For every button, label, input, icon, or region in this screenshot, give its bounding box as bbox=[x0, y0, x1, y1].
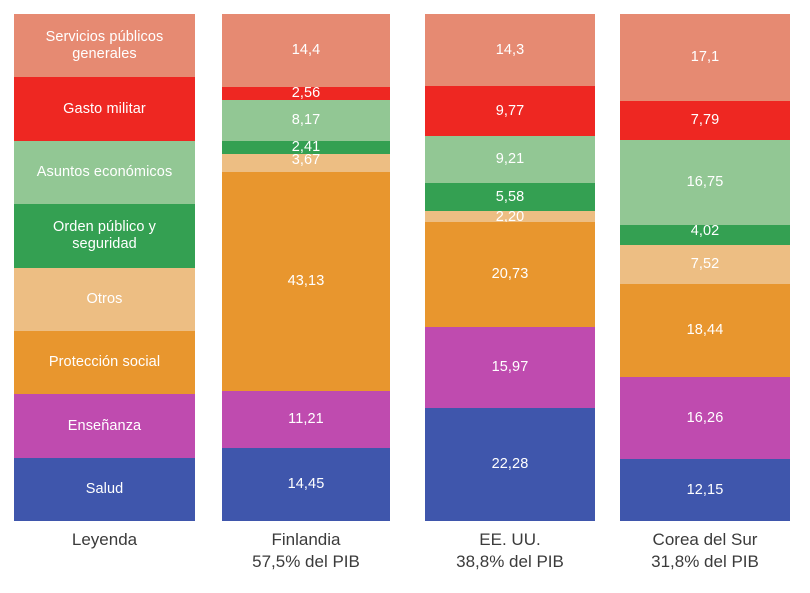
legend-item-salud[interactable]: Salud bbox=[14, 457, 195, 521]
bar-segment-ee-uu-asuntos-economicos[interactable]: 9,21 bbox=[425, 135, 595, 183]
legend-item-orden-publico-y-seguridad[interactable]: Orden público y seguridad bbox=[14, 204, 195, 268]
legend-item-ensenanza[interactable]: Enseñanza bbox=[14, 394, 195, 458]
legend-item-label: Servicios públicos generales bbox=[45, 29, 164, 62]
axis-label-finlandia: Finlandia 57,5% del PIB bbox=[252, 530, 360, 572]
bar-segment-value: 20,73 bbox=[491, 266, 529, 283]
bar-segment-value: 14,45 bbox=[287, 476, 325, 493]
legend-item-gasto-militar[interactable]: Gasto militar bbox=[14, 77, 195, 141]
axis-label-corea-del-sur: Corea del Sur 31,8% del PIB bbox=[651, 530, 759, 572]
bar-segment-corea-del-sur-servicios-publicos-generales[interactable]: 17,1 bbox=[620, 14, 790, 101]
bar-segment-value: 12,15 bbox=[686, 481, 724, 498]
bar-segment-value: 2,20 bbox=[495, 208, 525, 225]
bar-segment-corea-del-sur-orden-publico-y-seguridad[interactable]: 4,02 bbox=[620, 223, 790, 246]
bar-segment-corea-del-sur-ensenanza[interactable]: 16,26 bbox=[620, 376, 790, 460]
legend-item-label: Orden público y seguridad bbox=[52, 219, 157, 252]
bar-segment-value: 16,75 bbox=[686, 174, 724, 191]
legend-column: Servicios públicos generales Gasto milita… bbox=[14, 14, 195, 521]
bar-segment-finlandia-proteccion-social[interactable]: 43,13 bbox=[222, 172, 390, 391]
bar-segment-value: 3,67 bbox=[291, 151, 321, 168]
legend-item-asuntos-economicos[interactable]: Asuntos económicos bbox=[14, 140, 195, 205]
bar-segment-ee-uu-gasto-militar[interactable]: 9,77 bbox=[425, 86, 595, 136]
bar-segment-value: 43,13 bbox=[287, 273, 325, 290]
bar-segment-value: 14,3 bbox=[495, 41, 525, 58]
bar-segment-corea-del-sur-proteccion-social[interactable]: 18,44 bbox=[620, 283, 790, 377]
bar-column-corea-del-sur: 17,1 7,79 16,75 4,02 7,52 18,44 16,26 12,15 bbox=[620, 14, 790, 521]
bar-column-finlandia: 14,4 2,56 8,17 2,41 3,67 43,13 11,21 14,45 bbox=[222, 14, 390, 521]
bar-segment-value: 2,41 bbox=[291, 139, 321, 156]
bar-segment-finlandia-salud[interactable]: 14,45 bbox=[222, 447, 390, 521]
axis-label-legend: Leyenda bbox=[71, 530, 138, 549]
legend-item-label: Otros bbox=[86, 291, 123, 307]
legend-item-servicios-publicos-generales[interactable]: Servicios públicos generales bbox=[14, 14, 195, 78]
bar-segment-ee-uu-orden-publico-y-seguridad[interactable]: 5,58 bbox=[425, 182, 595, 211]
bar-segment-finlandia-asuntos-economicos[interactable]: 8,17 bbox=[222, 99, 390, 142]
legend-item-label: Enseñanza bbox=[67, 417, 142, 434]
bar-segment-value: 16,26 bbox=[686, 409, 724, 426]
bar-segment-value: 17,1 bbox=[690, 49, 720, 66]
bar-segment-value: 5,58 bbox=[495, 188, 525, 205]
bar-segment-finlandia-orden-publico-y-seguridad[interactable]: 2,41 bbox=[222, 139, 390, 156]
legend-item-proteccion-social[interactable]: Protección social bbox=[14, 330, 195, 395]
bar-segment-value: 9,77 bbox=[495, 102, 525, 119]
bar-segment-value: 4,02 bbox=[690, 223, 720, 240]
bar-segment-finlandia-otros[interactable]: 3,67 bbox=[222, 151, 390, 173]
bar-segment-ee-uu-salud[interactable]: 22,28 bbox=[425, 408, 595, 521]
bar-segment-value: 11,21 bbox=[288, 411, 324, 427]
legend-item-label: Gasto militar bbox=[63, 100, 146, 117]
bar-segment-ee-uu-servicios-publicos-generales[interactable]: 14,3 bbox=[425, 14, 595, 87]
bar-segment-corea-del-sur-salud[interactable]: 12,15 bbox=[620, 459, 790, 521]
legend-item-otros[interactable]: Otros bbox=[14, 267, 195, 331]
bar-segment-value: 7,52 bbox=[690, 256, 720, 273]
legend-item-label: Protección social bbox=[48, 354, 161, 371]
bar-segment-finlandia-servicios-publicos-generales[interactable]: 14,4 bbox=[222, 14, 390, 87]
legend-item-label: Asuntos económicos bbox=[36, 164, 173, 181]
bar-segment-finlandia-ensenanza[interactable]: 11,21 bbox=[222, 390, 390, 448]
bar-segment-ee-uu-otros[interactable]: 2,20 bbox=[425, 208, 595, 225]
axis-label-row: Leyenda Finlandia 57,5% del PIB EE. UU. … bbox=[0, 529, 810, 591]
bar-segment-value: 8,17 bbox=[291, 112, 321, 129]
bar-segment-value: 7,79 bbox=[690, 112, 720, 129]
bar-segment-ee-uu-proteccion-social[interactable]: 20,73 bbox=[425, 222, 595, 328]
legend-item-label: Salud bbox=[85, 481, 124, 498]
axis-label-ee-uu: EE. UU. 38,8% del PIB bbox=[456, 530, 564, 572]
bar-segment-finlandia-gasto-militar[interactable]: 2,56 bbox=[222, 85, 390, 101]
bar-segment-value: 2,56 bbox=[291, 85, 321, 101]
bar-segment-value: 22,28 bbox=[491, 456, 529, 473]
bar-segment-corea-del-sur-gasto-militar[interactable]: 7,79 bbox=[620, 100, 790, 141]
bar-column-ee-uu: 14,3 9,77 9,21 5,58 2,20 20,73 15,97 22,28 bbox=[425, 14, 595, 521]
bar-segment-value: 15,97 bbox=[491, 359, 529, 376]
bar-segment-corea-del-sur-asuntos-economicos[interactable]: 16,75 bbox=[620, 140, 790, 226]
bar-segment-corea-del-sur-otros[interactable]: 7,52 bbox=[620, 245, 790, 284]
bar-segment-ee-uu-ensenanza[interactable]: 15,97 bbox=[425, 327, 595, 409]
bar-segment-value: 14,4 bbox=[291, 42, 321, 59]
bar-segment-value: 9,21 bbox=[495, 151, 525, 168]
bar-segment-value: 18,44 bbox=[686, 321, 724, 338]
